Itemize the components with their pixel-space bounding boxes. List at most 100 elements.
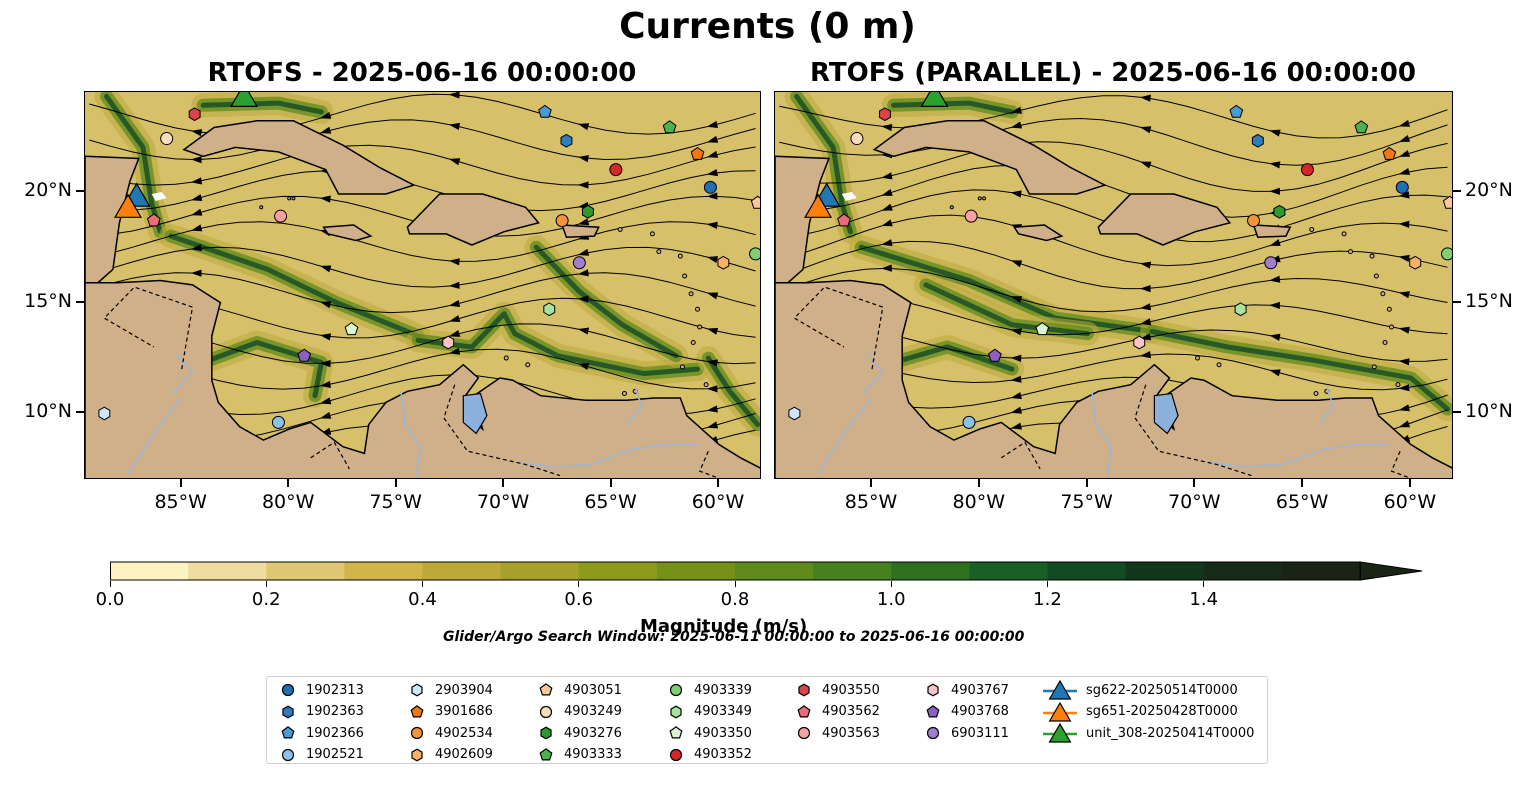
float-4903550[interactable] (879, 107, 891, 122)
legend-symbol-icon[interactable] (926, 704, 940, 717)
float-4903563[interactable] (274, 209, 288, 223)
land-jamaica (1012, 224, 1064, 242)
float-1902521[interactable] (271, 415, 285, 429)
legend-symbol-icon[interactable] (540, 726, 552, 740)
float-4903352[interactable] (609, 163, 623, 177)
map-rtofs-parallel (775, 92, 1453, 478)
map-panel-rtofs[interactable] (84, 91, 761, 479)
streamline-arrow (577, 295, 589, 303)
glider-unit_308-20250414T0000[interactable] (230, 92, 259, 107)
legend-symbol-icon[interactable] (410, 726, 424, 740)
legend-symbol-icon[interactable] (669, 726, 683, 739)
float-4903562[interactable] (837, 213, 851, 227)
legend-marker-circle-icon (281, 683, 295, 697)
streamline-arrow (577, 327, 589, 335)
river (625, 386, 643, 426)
colorbar-segment (813, 562, 892, 580)
legend-symbol-icon[interactable] (1048, 680, 1072, 700)
float-4903249[interactable] (160, 132, 174, 146)
float-4903339[interactable] (1441, 247, 1453, 261)
float-6903111[interactable] (1264, 256, 1278, 270)
streamline-arrow (577, 181, 589, 189)
streamline-arrow (1139, 351, 1151, 359)
glider-unit_308-20250414T0000[interactable] (920, 92, 949, 107)
streamline-arrow (448, 122, 460, 130)
legend-symbol-icon[interactable] (797, 704, 811, 717)
float-2903904[interactable] (788, 406, 801, 421)
legend-label: 4903563 (822, 725, 880, 741)
legend-symbol-icon[interactable] (411, 683, 423, 697)
float-1902521[interactable] (962, 415, 976, 429)
float-1902363[interactable] (560, 133, 573, 148)
legend-symbol-icon[interactable] (797, 726, 811, 740)
legend-symbol-icon[interactable] (410, 704, 424, 717)
legend-label: 1902313 (306, 682, 364, 698)
float-4902609[interactable] (717, 255, 730, 270)
float-4903249[interactable] (850, 132, 864, 146)
streamline-arrow (1010, 422, 1022, 430)
legend-symbol-icon[interactable] (926, 726, 940, 740)
float-4903051[interactable] (750, 195, 761, 209)
float-1902313[interactable] (703, 180, 717, 194)
legend-label: 4903249 (564, 704, 622, 719)
float-1902366[interactable] (538, 104, 552, 118)
float-4903352[interactable] (1300, 163, 1314, 177)
float-3901686[interactable] (690, 146, 705, 160)
legend-symbol-icon[interactable] (1048, 701, 1072, 722)
legend-symbol-icon[interactable] (281, 748, 295, 761)
float-3901686[interactable] (1382, 146, 1397, 160)
float-4903562[interactable] (146, 213, 161, 227)
float-4903349[interactable] (543, 302, 556, 317)
float-4903349[interactable] (1234, 302, 1247, 317)
map-panel-rtofs-parallel[interactable] (774, 91, 1453, 479)
float-4903563[interactable] (964, 209, 978, 223)
float-4903276[interactable] (582, 204, 594, 219)
float-1902366[interactable] (1229, 104, 1244, 118)
legend-symbol-icon[interactable] (670, 705, 682, 718)
float-4903550[interactable] (188, 107, 201, 122)
float-4903767[interactable] (1133, 335, 1146, 350)
legend-symbol-icon[interactable] (282, 705, 294, 718)
float-6903111[interactable] (572, 256, 586, 270)
legend-marker-circle-icon (281, 748, 295, 761)
float-1902363[interactable] (1251, 133, 1264, 148)
float-1902313[interactable] (1395, 180, 1409, 194)
legend-symbol-icon[interactable] (1048, 723, 1072, 743)
colorbar-segment (891, 562, 970, 580)
float-4903350[interactable] (1035, 321, 1050, 336)
legend-symbol-icon[interactable] (669, 683, 683, 697)
float-4903333[interactable] (662, 120, 677, 134)
legend-entry: sg651-20250428T0000 (1043, 701, 1238, 722)
float-4902534[interactable] (555, 214, 569, 228)
float-4903051[interactable] (1442, 195, 1453, 209)
float-4903333[interactable] (1354, 120, 1369, 134)
legend-entry: 3901686 (408, 702, 493, 722)
glider-sg651-20250428T0000[interactable] (113, 193, 143, 218)
glider-track (841, 191, 857, 201)
float-4902609[interactable] (1409, 255, 1422, 270)
legend-symbol-icon[interactable] (281, 683, 295, 697)
legend-symbol-icon[interactable] (798, 683, 810, 697)
float-4903350[interactable] (344, 321, 359, 336)
streamline-arrow (706, 292, 719, 300)
legend-symbol-icon[interactable] (539, 705, 553, 718)
float-4903767[interactable] (442, 335, 455, 350)
streamline-arrow (320, 265, 332, 273)
legend-symbol-icon[interactable] (539, 747, 553, 760)
float-4902534[interactable] (1247, 214, 1261, 228)
legend-symbol-icon[interactable] (411, 748, 423, 761)
float-4903339[interactable] (749, 247, 761, 261)
float-4903768[interactable] (297, 348, 312, 362)
legend-symbol-icon[interactable] (669, 748, 683, 761)
island (1380, 291, 1386, 297)
legend-symbol-icon[interactable] (281, 726, 295, 739)
legend-symbol-icon[interactable] (927, 683, 939, 697)
land-central (85, 279, 760, 478)
float-4903276[interactable] (1273, 204, 1286, 219)
glider-sg651-20250428T0000[interactable] (804, 193, 833, 218)
y-tick-mark (1453, 300, 1461, 303)
float-2903904[interactable] (98, 406, 111, 421)
country-border (1390, 450, 1412, 478)
float-4903768[interactable] (988, 348, 1002, 362)
legend-symbol-icon[interactable] (539, 683, 553, 696)
